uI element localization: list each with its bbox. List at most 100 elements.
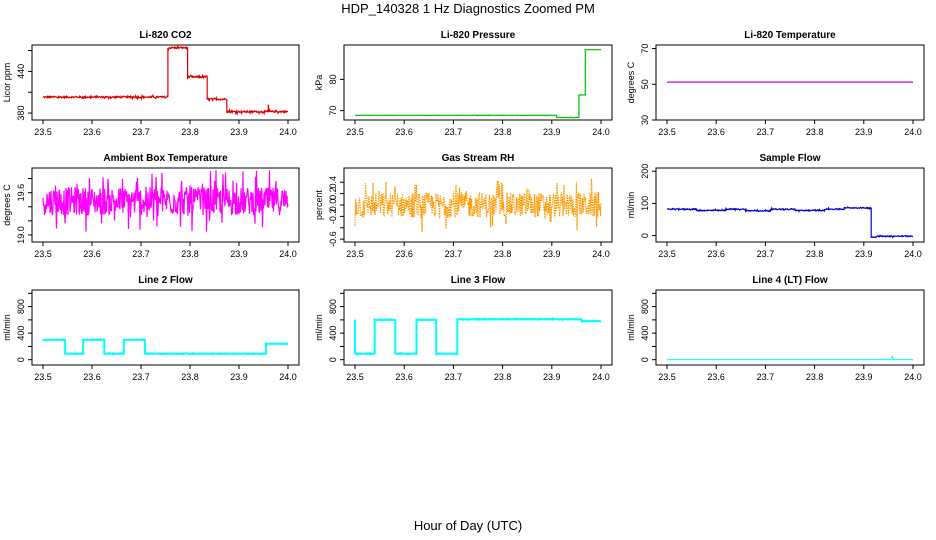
y-tick-label: -0.2 — [328, 209, 338, 225]
x-tick-label: 23.7 — [445, 249, 463, 259]
y-tick-label: 0.2 — [328, 187, 338, 200]
x-tick-label: 23.8 — [806, 249, 824, 259]
y-tick-label: 400 — [16, 326, 26, 341]
x-tick-label: 23.5 — [34, 372, 52, 382]
y-axis-label: ml/min — [626, 192, 636, 219]
x-tick-label: 23.7 — [132, 127, 150, 137]
x-tick-label: 23.5 — [34, 127, 52, 137]
x-tick-label: 23.9 — [230, 372, 248, 382]
x-tick-label: 23.9 — [543, 127, 561, 137]
panel-title: Li-820 Pressure — [441, 30, 516, 41]
series-line — [42, 45, 289, 116]
x-tick-label: 23.5 — [346, 249, 364, 259]
y-tick-label: 0 — [328, 357, 338, 362]
y-axis-label: Licor ppm — [2, 63, 12, 103]
y-tick-label: 0.0 — [328, 199, 338, 212]
series-line — [354, 178, 602, 232]
y-tick-label: 800 — [16, 299, 26, 314]
y-tick-label: 0.4 — [328, 176, 338, 189]
y-tick-label: 70 — [328, 106, 338, 116]
panel-title: Li-820 CO2 — [139, 30, 192, 41]
y-tick-label: 50 — [640, 79, 650, 89]
y-tick-label: 400 — [640, 326, 650, 341]
x-tick-label: 24.0 — [592, 249, 610, 259]
x-tick-label: 23.8 — [806, 127, 824, 137]
y-axis-label: ml/min — [2, 314, 12, 341]
x-tick-label: 23.6 — [83, 249, 101, 259]
plot-frame — [655, 289, 925, 366]
y-axis-label: degrees C — [626, 61, 636, 103]
x-tick-label: 24.0 — [279, 372, 297, 382]
y-axis-label: degrees C — [2, 184, 12, 226]
x-tick-label: 23.8 — [181, 127, 199, 137]
x-tick-label: 23.5 — [658, 127, 676, 137]
x-tick-label: 23.7 — [757, 127, 775, 137]
x-tick-label: 24.0 — [904, 249, 922, 259]
x-tick-label: 23.8 — [494, 249, 512, 259]
x-tick-label: 24.0 — [904, 372, 922, 382]
panel-title: Li-820 Temperature — [744, 30, 836, 41]
x-tick-label: 23.7 — [757, 249, 775, 259]
panel-title: Line 3 Flow — [451, 275, 506, 286]
x-tick-label: 23.9 — [543, 249, 561, 259]
series-line — [666, 206, 914, 239]
x-tick-label: 23.5 — [658, 372, 676, 382]
x-tick-label: 23.6 — [83, 372, 101, 382]
x-tick-label: 23.5 — [346, 372, 364, 382]
y-tick-label: 0 — [640, 357, 650, 362]
x-tick-label: 23.9 — [543, 372, 561, 382]
panel-title: Ambient Box Temperature — [103, 153, 228, 164]
y-tick-label: 19.6 — [16, 184, 26, 202]
panel-title: Sample Flow — [759, 153, 820, 164]
y-tick-label: 19.0 — [16, 226, 26, 244]
plot-frame — [655, 44, 925, 121]
plot-frame — [31, 167, 300, 243]
y-axis-label: kPa — [314, 75, 324, 91]
y-tick-label: 70 — [640, 44, 650, 54]
x-tick-label: 23.5 — [34, 249, 52, 259]
x-tick-label: 23.6 — [395, 127, 413, 137]
y-tick-label: 80 — [328, 74, 338, 84]
x-tick-label: 23.8 — [181, 372, 199, 382]
x-tick-label: 23.7 — [757, 372, 775, 382]
x-tick-label: 23.9 — [855, 249, 873, 259]
y-tick-label: 30 — [640, 115, 650, 125]
x-tick-label: 23.8 — [494, 372, 512, 382]
plot-frame — [31, 289, 300, 366]
y-tick-label: -0.6 — [328, 231, 338, 247]
x-tick-label: 23.5 — [346, 127, 364, 137]
x-tick-label: 23.6 — [83, 127, 101, 137]
plot-frame — [343, 289, 613, 366]
x-tick-label: 23.9 — [855, 372, 873, 382]
x-tick-label: 23.8 — [806, 372, 824, 382]
y-tick-label: 800 — [328, 299, 338, 314]
x-tick-label: 23.6 — [707, 249, 725, 259]
y-tick-label: 200 — [640, 164, 650, 179]
x-tick-label: 23.6 — [707, 372, 725, 382]
y-tick-label: 380 — [16, 106, 26, 121]
x-tick-label: 23.9 — [230, 127, 248, 137]
y-tick-label: 100 — [640, 196, 650, 211]
x-axis-label: Hour of Day (UTC) — [413, 518, 523, 533]
x-tick-label: 23.6 — [395, 249, 413, 259]
series-line — [42, 338, 289, 356]
y-tick-label: 0 — [640, 233, 650, 238]
y-tick-label: 440 — [16, 64, 26, 79]
x-tick-label: 23.7 — [132, 249, 150, 259]
x-tick-label: 23.6 — [395, 372, 413, 382]
panel-title: Line 4 (LT) Flow — [752, 275, 828, 286]
figure-title: HDP_140328 1 Hz Diagnostics Zoomed PM — [341, 1, 595, 16]
y-axis-label: ml/min — [314, 314, 324, 341]
y-axis-label: percent — [314, 189, 324, 220]
y-axis-label: ml/min — [626, 314, 636, 341]
series-line — [42, 170, 289, 232]
x-tick-label: 23.7 — [132, 372, 150, 382]
x-tick-label: 23.7 — [445, 372, 463, 382]
series-line — [355, 48, 602, 119]
series-line — [354, 316, 602, 357]
x-tick-label: 23.6 — [707, 127, 725, 137]
plot-frame — [343, 44, 613, 121]
x-tick-label: 23.9 — [230, 249, 248, 259]
x-tick-label: 24.0 — [904, 127, 922, 137]
